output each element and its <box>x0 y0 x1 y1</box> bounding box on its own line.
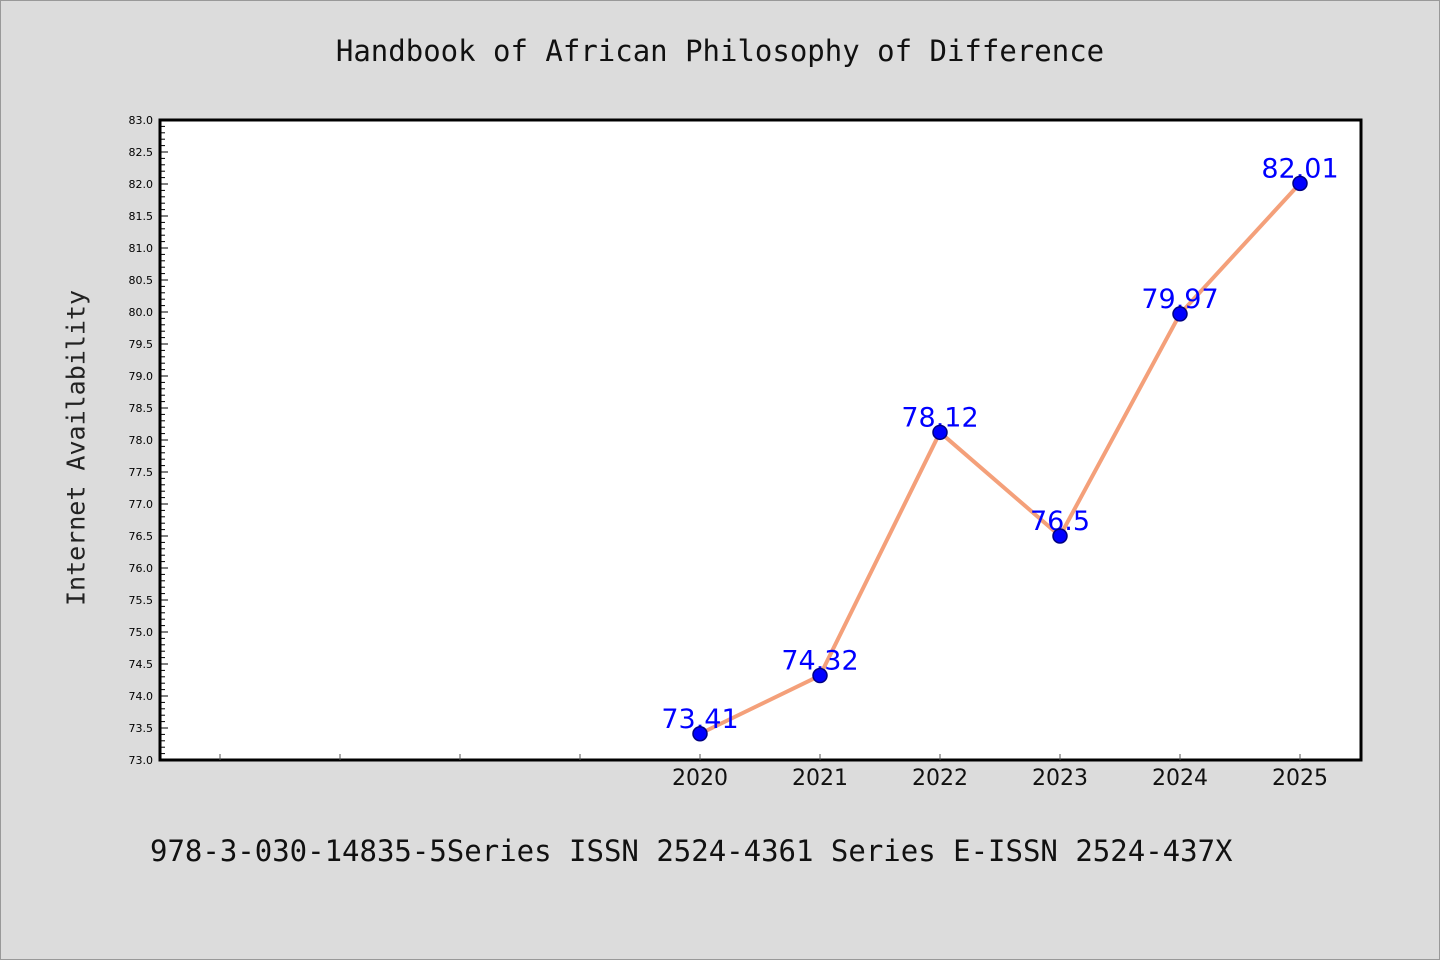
x-tick-label: 2022 <box>912 766 968 791</box>
y-tick-label: 73.5 <box>129 722 154 735</box>
x-tick-label: 2025 <box>1272 766 1328 791</box>
data-point <box>932 424 948 441</box>
y-tick-label: 74.5 <box>129 658 154 671</box>
y-tick-label: 79.5 <box>129 338 154 351</box>
x-tick-label: 2020 <box>672 766 728 791</box>
data-point <box>1052 528 1068 544</box>
data-point <box>692 726 708 742</box>
y-tick-label: 79.0 <box>129 370 154 383</box>
y-tick-label: 76.5 <box>129 530 154 543</box>
footer-text: 978-3-030-14835-5Series ISSN 2524-4361 S… <box>150 834 1233 868</box>
y-tick-label: 77.5 <box>129 466 154 479</box>
y-tick-label: 81.5 <box>129 210 154 223</box>
y-tick-label: 80.5 <box>129 274 154 287</box>
y-tick-label: 82.5 <box>129 146 154 159</box>
y-tick-label: 77.0 <box>129 498 154 511</box>
y-tick-label: 83.0 <box>129 114 154 127</box>
y-tick-label: 80.0 <box>129 306 154 319</box>
y-tick-label: 75.5 <box>129 594 154 607</box>
y-tick-label: 82.0 <box>129 178 154 191</box>
y-tick-label: 76.0 <box>129 562 154 575</box>
y-tick-label: 73.0 <box>129 754 154 767</box>
y-tick-label: 78.5 <box>129 402 154 415</box>
x-tick-label: 2023 <box>1032 766 1088 791</box>
y-tick-label: 75.0 <box>129 626 154 639</box>
data-point <box>1292 175 1308 192</box>
chart-title: Handbook of African Philosophy of Differ… <box>335 34 1105 68</box>
x-tick-label: 2021 <box>792 766 848 791</box>
plot-area <box>158 118 1363 762</box>
data-point <box>1172 306 1188 322</box>
series-line <box>699 182 1302 736</box>
y-tick-label: 81.0 <box>129 242 154 255</box>
y-tick-label: 74.0 <box>129 690 154 703</box>
y-tick-label: 78.0 <box>129 434 154 447</box>
data-point <box>812 667 828 684</box>
x-tick-label: 2024 <box>1152 766 1208 791</box>
